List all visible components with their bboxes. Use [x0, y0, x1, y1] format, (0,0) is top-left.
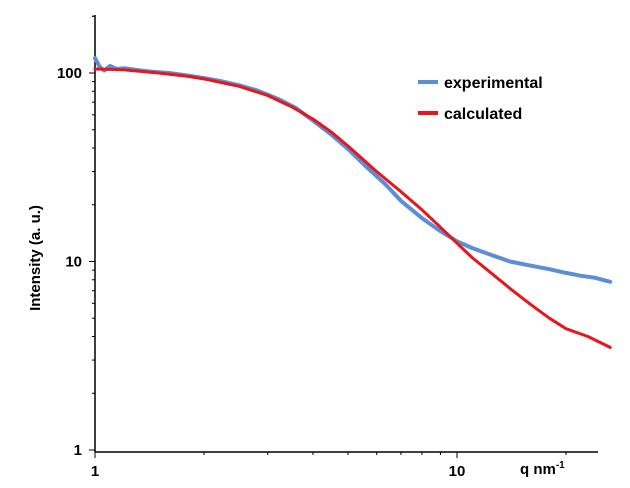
y-tick-label: 10	[65, 254, 82, 271]
axes	[89, 15, 598, 458]
y-axis-title: Intensity (a. u.)	[27, 205, 44, 311]
x-axis-title-main: q nm	[520, 461, 556, 478]
tick-labels: 1 10 100 1 10	[57, 65, 465, 480]
series-layer	[93, 56, 613, 349]
y-tick-label: 100	[57, 65, 82, 82]
legend-label-calculated: calculated	[444, 106, 522, 123]
x-axis-title: q nm-1	[520, 460, 565, 478]
x-axis-title-exponent: -1	[556, 460, 565, 471]
legend: experimental calculated	[418, 75, 543, 123]
series-line-calculated	[93, 67, 612, 349]
x-tick-label: 1	[91, 463, 99, 480]
y-tick-label: 1	[74, 442, 82, 459]
legend-label-experimental: experimental	[444, 75, 543, 92]
x-tick-label: 10	[449, 463, 466, 480]
